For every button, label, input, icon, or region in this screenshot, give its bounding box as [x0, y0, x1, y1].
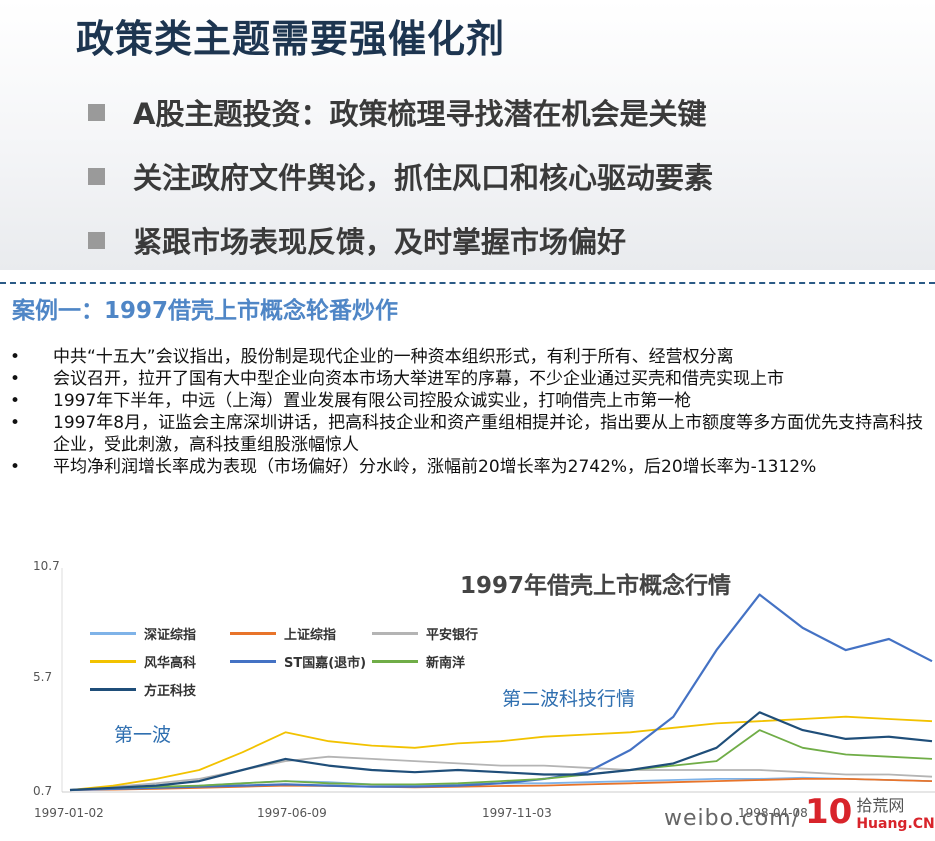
square-bullet-icon [88, 103, 105, 121]
case-title: 案例一：1997借壳上市概念轮番炒作 [12, 298, 399, 324]
legend-label: 深证综指 [144, 627, 197, 643]
list-item: • 1997年8月，证监会主席深圳讲话，把高科技企业和资产重组相提并论，指出要从… [10, 412, 932, 456]
list-item-text: 1997年下半年，中远（上海）置业发展有限公司控股众诚实业，打响借壳上市第一枪 [53, 391, 692, 411]
logo-number: 10 [805, 792, 853, 832]
legend-item: 方正科技 [90, 680, 197, 699]
legend-item: 新南洋 [372, 652, 466, 671]
watermark-text: weibo.com/ [664, 806, 801, 831]
list-item-text: 会议召开，拉开了国有大中型企业向资本市场大举进军的序幕，不少企业通过买壳和借壳实… [53, 369, 784, 389]
list-item: • 中共“十五大”会议指出，股份制是现代企业的一种资本组织形式，有利于所有、经营… [10, 346, 932, 368]
legend-label: 上证综指 [284, 627, 337, 643]
site-logo: 10 拾荒网 Huang.CN [805, 787, 935, 837]
logo-domain: Huang.CN [856, 816, 935, 832]
stock-chart: 1997年借壳上市概念行情 10.7 5.7 0.7 1997-01-02 19… [0, 552, 935, 841]
list-item: • 平均净利润增长率成为表现（市场偏好）分水岭，涨幅前20增长率为2742%，后… [10, 456, 932, 478]
legend-item: 风华高科 [90, 652, 197, 671]
annotation-first-wave: 第一波 [114, 724, 172, 746]
legend-label: 平安银行 [426, 627, 479, 643]
series-line-7 [69, 711, 933, 792]
y-tick-label: 5.7 [33, 670, 53, 684]
bullet-dot-icon: • [10, 413, 21, 433]
legend-item: 平安银行 [372, 624, 479, 643]
legend-swatch [372, 659, 418, 663]
legend-item: ST国嘉(退市) [230, 652, 367, 671]
key-point-1: A股主题投资：政策梳理寻找潜在机会是关键 [88, 94, 707, 131]
page-title: 政策类主题需要强催化剂 [76, 17, 506, 61]
chart-plot [61, 568, 935, 793]
list-item-text: 平均净利润增长率成为表现（市场偏好）分水岭，涨幅前20增长率为2742%，后20… [53, 457, 817, 477]
legend-swatch [90, 659, 136, 663]
y-tick-label: 0.7 [33, 784, 53, 798]
key-point-2: 关注政府文件舆论，抓住风口和核心驱动要素 [88, 158, 714, 195]
square-bullet-icon [88, 167, 105, 185]
key-point-text: 关注政府文件舆论，抓住风口和核心驱动要素 [133, 161, 714, 195]
square-bullet-icon [88, 231, 105, 249]
list-item-text: 1997年8月，证监会主席深圳讲话，把高科技企业和资产重组相提并论，指出要从上市… [53, 413, 924, 455]
key-point-text: 紧跟市场表现反馈，及时掌握市场偏好 [133, 225, 627, 259]
key-point-text: A股主题投资：政策梳理寻找潜在机会是关键 [133, 97, 707, 131]
section-divider [0, 282, 935, 284]
list-item: • 会议召开，拉开了国有大中型企业向资本市场大举进军的序幕，不少企业通过买壳和借… [10, 368, 932, 390]
series-line-6 [69, 729, 933, 791]
bullet-dot-icon: • [10, 391, 21, 411]
key-point-3: 紧跟市场表现反馈，及时掌握市场偏好 [88, 222, 627, 259]
x-tick-label: 1998-04-08 [738, 806, 808, 820]
series-group [69, 593, 933, 792]
legend-swatch [372, 631, 418, 635]
logo-name: 拾荒网 [856, 796, 905, 815]
header-background [0, 0, 935, 270]
list-item-text: 中共“十五大”会议指出，股份制是现代企业的一种资本组织形式，有利于所有、经营权分… [53, 347, 734, 367]
legend-swatch [230, 631, 276, 635]
bullet-dot-icon: • [10, 369, 21, 389]
annotation-second-wave: 第二波科技行情 [502, 688, 636, 710]
series-line-3 [69, 755, 933, 791]
series-line-4 [69, 715, 933, 791]
y-tick-label: 10.7 [33, 559, 60, 573]
chart-title: 1997年借壳上市概念行情 [460, 573, 732, 599]
list-item: • 1997年下半年，中远（上海）置业发展有限公司控股众诚实业，打响借壳上市第一… [10, 390, 932, 412]
x-tick-label: 1997-11-03 [482, 806, 552, 820]
case-bullet-list: • 中共“十五大”会议指出，股份制是现代企业的一种资本组织形式，有利于所有、经营… [10, 346, 932, 478]
bullet-dot-icon: • [10, 457, 21, 477]
bullet-dot-icon: • [10, 347, 21, 367]
legend-swatch [90, 631, 136, 635]
x-tick-label: 1997-06-09 [257, 806, 327, 820]
series-line-5 [69, 593, 933, 792]
legend-item: 上证综指 [230, 624, 337, 643]
x-tick-label: 1997-01-02 [34, 806, 104, 820]
legend-swatch [90, 687, 136, 691]
legend-item: 深证综指 [90, 624, 197, 643]
legend-swatch [230, 659, 276, 663]
legend-label: 风华高科 [144, 655, 197, 671]
legend-label: 方正科技 [144, 683, 197, 699]
legend-label: 新南洋 [426, 655, 466, 671]
legend-label: ST国嘉(退市) [284, 655, 367, 671]
